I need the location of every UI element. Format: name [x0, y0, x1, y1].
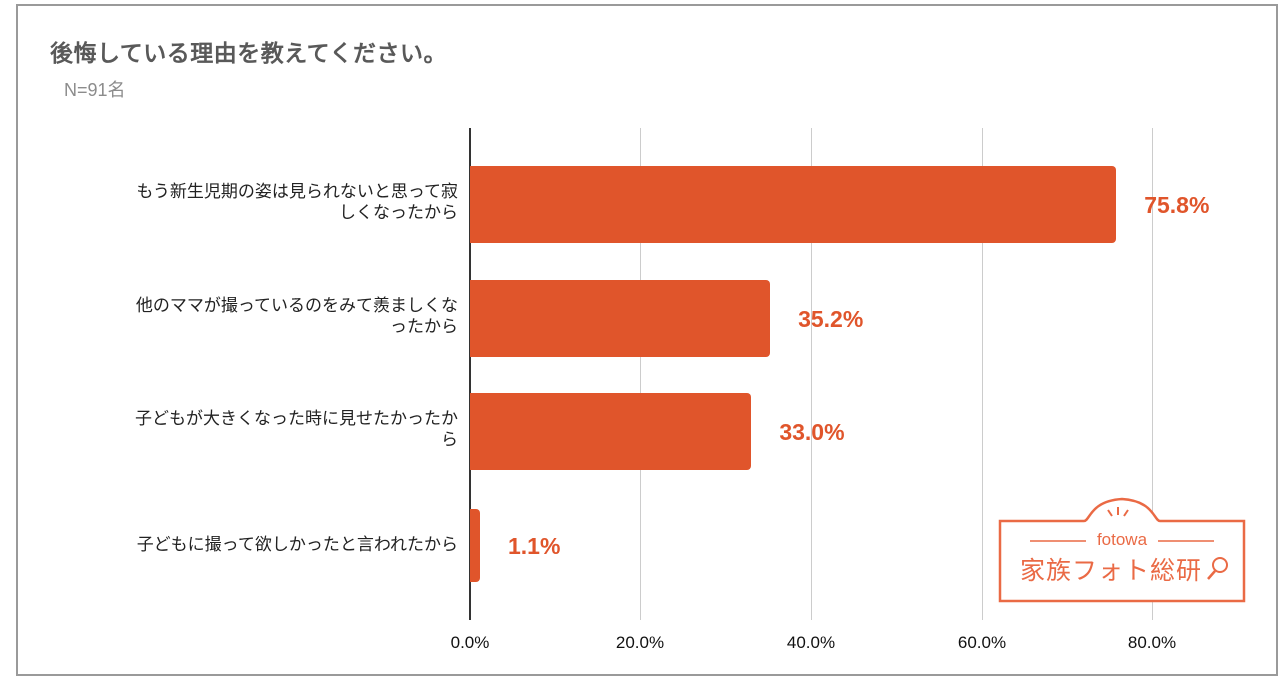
category-line: 子どもに撮って欲しかったと言われたから: [136, 535, 458, 555]
category-line: しくなったから: [339, 203, 458, 223]
x-tick: 0.0%: [450, 633, 490, 652]
gridline: [982, 128, 983, 620]
chart-title: 後悔している理由を教えてください。: [50, 41, 447, 67]
y-axis-line: [469, 128, 471, 620]
sample-size: N=91名: [64, 80, 126, 100]
bar: [470, 166, 1117, 243]
category-line: 他のママが撮っているのをみて羨ましくな: [135, 296, 458, 316]
gridline: [640, 128, 641, 620]
value-label: 35.2%: [798, 306, 864, 332]
bar: [470, 509, 480, 582]
category-line: もう新生児期の姿は見られないと思って寂: [136, 182, 458, 202]
x-tick: 80.0%: [1127, 633, 1177, 652]
value-label: 33.0%: [779, 419, 845, 445]
category-label: もう新生児期の姿は見られないと思って寂 しくなったから: [38, 182, 458, 224]
value-label: 1.1%: [508, 533, 561, 559]
x-tick: 40.0%: [786, 633, 836, 652]
x-tick: 60.0%: [957, 633, 1007, 652]
gridline: [1152, 128, 1153, 620]
bar: [470, 393, 752, 470]
logo-name: 家族フォト総研: [1020, 556, 1203, 585]
category-line: ら: [441, 430, 458, 450]
category-label: 子どもが大きくなった時に見せたかったか ら: [38, 409, 458, 451]
category-label: 他のママが撮っているのをみて羨ましくな ったから: [38, 296, 458, 338]
category-line: ったから: [390, 317, 458, 337]
fotowa-logo: fotowa 家族フォト総研: [998, 495, 1246, 603]
logo-frame-icon: [998, 497, 1246, 603]
logo-brand: fotowa: [1096, 530, 1148, 549]
gridline: [811, 128, 812, 620]
magnifier-icon: [1212, 557, 1228, 573]
value-label: 75.8%: [1144, 192, 1210, 218]
x-tick: 20.0%: [615, 633, 665, 652]
category-line: 子どもが大きくなった時に見せたかったか: [135, 409, 458, 429]
bar: [470, 280, 771, 357]
category-label: 子どもに撮って欲しかったと言われたから: [38, 535, 458, 556]
